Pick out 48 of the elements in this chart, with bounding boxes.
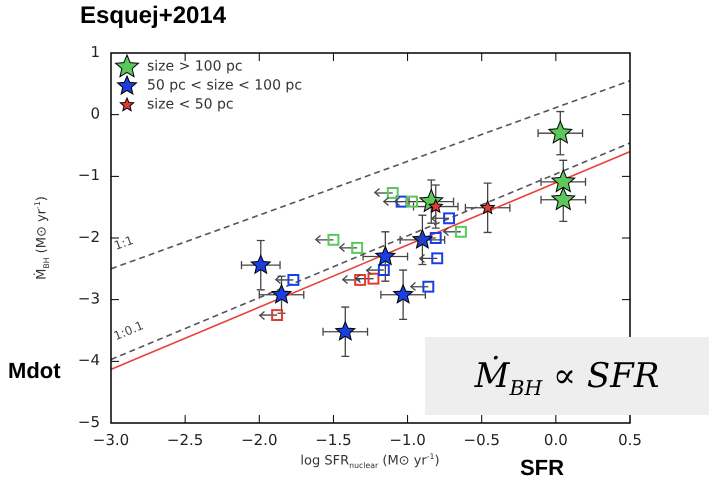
point [250, 254, 271, 274]
y-tick-label: −5 [78, 412, 100, 431]
x-axis-title: log SFR$_{nuclear}$ (M⊙ yr$^{-1}$) [300, 452, 440, 470]
point [396, 196, 408, 208]
point [271, 309, 284, 322]
point [455, 226, 467, 238]
point [287, 274, 300, 286]
point [351, 242, 364, 254]
legend-label: size < 50 pc [147, 96, 234, 113]
point [375, 246, 396, 266]
point [378, 264, 390, 276]
point [368, 272, 380, 285]
y-tick-label: −2 [78, 228, 100, 246]
point [443, 212, 456, 224]
point [551, 169, 576, 192]
y-tick-label: −4 [78, 351, 100, 370]
y-tick-label: 0 [90, 104, 100, 123]
point [422, 280, 434, 293]
chart-title: Esquej+2014 [80, 2, 226, 30]
x-tick-label: −2.5 [166, 430, 204, 449]
annotation: Ṁ$_{BH}$ ∝ SFR [425, 337, 709, 415]
x-tick-label: −0.5 [463, 430, 500, 449]
point [272, 284, 292, 304]
y-tick-label: −3 [78, 290, 100, 308]
text: SFR [520, 455, 564, 481]
point [327, 234, 340, 246]
x-tick-label: −2.0 [241, 430, 278, 449]
point [335, 321, 356, 340]
x-tick-label: −1.0 [389, 430, 426, 449]
point [551, 187, 576, 210]
x-tick-label: 0.5 [618, 430, 642, 449]
text: Mdot [8, 358, 61, 384]
point [393, 284, 414, 304]
y-tick-label: −1 [78, 166, 100, 184]
point [548, 120, 572, 144]
text: 1:1 [112, 233, 136, 253]
legend-label: size > 100 pc [147, 58, 243, 75]
point [430, 232, 442, 244]
x-tick-label: −1.5 [315, 430, 352, 449]
point [386, 187, 399, 199]
x-tick-label: −3.0 [92, 430, 130, 449]
y-tick-label: 1 [90, 42, 100, 61]
text: 1:0.1 [112, 318, 146, 344]
legend-label: 50 pc < size < 100 pc [147, 78, 302, 94]
point [431, 252, 444, 264]
point [480, 200, 495, 214]
x-tick-label: 0.0 [544, 430, 568, 449]
point [406, 196, 418, 208]
